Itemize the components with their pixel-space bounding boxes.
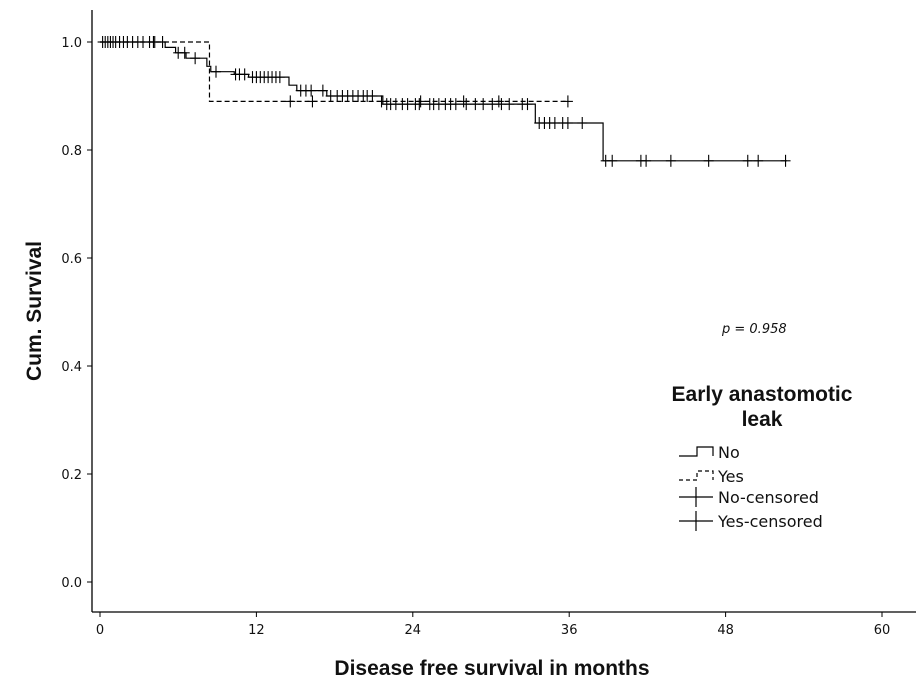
censor-mark-no (239, 68, 250, 81)
legend-title-line-2: leak (742, 408, 783, 431)
censor-mark-yes (562, 95, 573, 108)
ticks: 0 12 24 36 48 60 0.0 0.2 0.4 0.6 0.8 1.0 (61, 36, 890, 638)
legend-swatch-yes (679, 470, 714, 481)
legend-label-no: No (718, 443, 740, 462)
x-tick-label: 48 (717, 623, 734, 638)
censor-mark-no (703, 154, 714, 167)
censor-mark-no (753, 154, 764, 167)
legend-swatch-no (679, 446, 714, 457)
censor-mark-no (414, 98, 425, 111)
x-axis-title: Disease free survival in months (334, 657, 649, 680)
x-tick-label: 12 (248, 623, 265, 638)
censor-mark-no (450, 98, 461, 111)
censor-mark-no (317, 84, 328, 97)
censor-mark-no (742, 154, 753, 167)
legend-swatch-no-censored (679, 487, 713, 507)
censor-mark-yes (458, 95, 469, 108)
censor-mark-yes (415, 95, 426, 108)
x-tick-label: 0 (96, 623, 104, 638)
censor-mark-no (190, 52, 201, 65)
censor-mark-no (461, 98, 472, 111)
x-tick-label: 36 (561, 623, 578, 638)
y-tick-label: 0.6 (61, 252, 82, 267)
censor-mark-no (522, 98, 533, 111)
censor-mark-no (487, 98, 498, 111)
x-tick-label: 60 (874, 623, 891, 638)
y-tick-label: 0.2 (61, 468, 82, 483)
censor-mark-no (665, 154, 676, 167)
series-no (97, 36, 791, 167)
y-tick-label: 0.8 (61, 144, 82, 159)
censor-mark-no (562, 117, 573, 129)
series-layer (97, 36, 791, 167)
legend-label-yes-censored: Yes-censored (717, 512, 823, 531)
series-yes (100, 36, 573, 108)
censor-mark-no (478, 98, 489, 111)
censor-mark-no (780, 154, 791, 167)
y-tick-label: 0.0 (61, 576, 82, 591)
censor-mark-yes (493, 95, 504, 108)
y-axis-title: Cum. Survival (23, 241, 46, 381)
censor-mark-yes (285, 95, 296, 108)
survival-curve-yes (100, 41, 568, 102)
y-tick-label: 0.4 (61, 360, 82, 375)
censor-mark-no (274, 71, 285, 84)
legend-swatch-yes-censored (679, 511, 713, 531)
censor-mark-no (607, 154, 618, 167)
censor-mark-yes (376, 95, 387, 108)
censor-mark-no (367, 90, 378, 102)
censor-mark-no (306, 84, 317, 97)
x-tick-label: 24 (405, 623, 422, 638)
legend: Early anastomotic leak No Yes No-censore… (672, 383, 853, 531)
censor-mark-no (210, 65, 221, 78)
censor-mark-no (641, 154, 652, 167)
censor-mark-no (179, 46, 190, 59)
y-tick-label: 1.0 (61, 36, 82, 51)
legend-label-yes: Yes (717, 467, 744, 486)
axes (91, 10, 916, 613)
censor-mark-yes (148, 36, 159, 48)
legend-label-no-censored: No-censored (718, 488, 819, 507)
censor-mark-no (577, 117, 588, 129)
p-value-annotation: p = 0.958 (721, 322, 787, 337)
legend-title-line-1: Early anastomotic (672, 383, 853, 406)
censor-mark-yes (307, 95, 318, 108)
censor-mark-no (504, 98, 515, 111)
